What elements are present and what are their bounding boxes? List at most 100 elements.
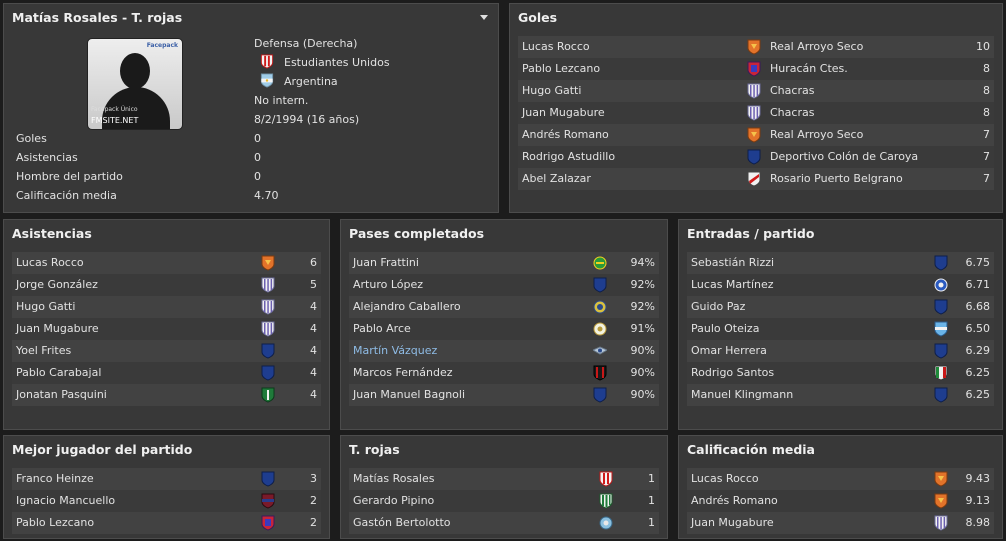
chevron-down-icon[interactable] <box>480 15 488 20</box>
player-name[interactable]: Yoel Frites <box>16 344 72 357</box>
list-item[interactable]: Andrés Romano 9.13 <box>687 490 994 512</box>
list-item[interactable]: Juan Mugabure 4 <box>12 318 321 340</box>
player-name[interactable]: Marcos Fernández <box>353 366 453 379</box>
player-photo: Facepack Facepack Único FMSITE.NET <box>87 38 183 130</box>
list-item[interactable]: Omar Herrera 6.29 <box>687 340 994 362</box>
list-item[interactable]: Martín Vázquez 90% <box>349 340 659 362</box>
player-name[interactable]: Lucas Martínez <box>691 278 774 291</box>
player-name[interactable]: Abel Zalazar <box>522 172 591 185</box>
list-item[interactable]: Rodrigo Santos 6.25 <box>687 362 994 384</box>
team-name[interactable]: Deportivo Colón de Caroya <box>770 150 919 163</box>
team-name[interactable]: Chacras <box>770 106 815 119</box>
player-name[interactable]: Lucas Rocco <box>691 472 759 485</box>
player-name[interactable]: Pablo Lezcano <box>16 516 95 529</box>
player-name[interactable]: Gastón Bertolotto <box>353 516 451 529</box>
player-name[interactable]: Lucas Rocco <box>16 256 84 269</box>
player-name[interactable]: Gerardo Pipino <box>353 494 435 507</box>
player-name[interactable]: Juan Frattini <box>353 256 419 269</box>
team-name[interactable]: Chacras <box>770 84 815 97</box>
list-item[interactable]: Pablo Arce 91% <box>349 318 659 340</box>
player-name[interactable]: Hugo Gatti <box>16 300 76 313</box>
list-item[interactable]: Rodrigo Astudillo Deportivo Colón de Caro… <box>518 146 994 168</box>
list-item[interactable]: Pablo Lezcano 2 <box>12 512 321 534</box>
player-name[interactable]: Pablo Arce <box>353 322 411 335</box>
red-cards-list: Matías Rosales 1 Gerardo Pipino 1 Gastón Ber… <box>349 468 659 534</box>
player-name[interactable]: Andrés Romano <box>691 494 778 507</box>
list-item[interactable]: Alejandro Caballero 92% <box>349 296 659 318</box>
stat-value: 92% <box>630 278 655 291</box>
player-name[interactable]: Juan Mugabure <box>16 322 99 335</box>
list-item[interactable]: Paulo Oteiza 6.50 <box>687 318 994 340</box>
player-name[interactable]: Omar Herrera <box>691 344 767 357</box>
player-name[interactable]: Hugo Gatti <box>522 84 582 97</box>
shield-sky-icon <box>934 321 948 337</box>
list-item[interactable]: Lucas Martínez 6.71 <box>687 274 994 296</box>
list-item[interactable]: Arturo López 92% <box>349 274 659 296</box>
player-name[interactable]: Matías Rosales <box>353 472 435 485</box>
list-item[interactable]: Jonatan Pasquini 4 <box>12 384 321 406</box>
player-name[interactable]: Lucas Rocco <box>522 40 590 53</box>
player-name[interactable]: Juan Mugabure <box>522 106 605 119</box>
player-profile-panel: Matías Rosales - T. rojas Facepack Facep… <box>3 3 499 213</box>
list-item[interactable]: Juan Frattini 94% <box>349 252 659 274</box>
player-nation[interactable]: Argentina <box>284 75 338 88</box>
player-name[interactable]: Rodrigo Astudillo <box>522 150 616 163</box>
list-item[interactable]: Manuel Klingmann 6.25 <box>687 384 994 406</box>
list-item[interactable]: Matías Rosales 1 <box>349 468 659 490</box>
list-item[interactable]: Pablo Lezcano Huracán Ctes. 8 <box>518 58 994 80</box>
list-item[interactable]: Pablo Carabajal 4 <box>12 362 321 384</box>
player-name[interactable]: Juan Manuel Bagnoli <box>353 388 466 401</box>
stat-value: 6.29 <box>965 344 991 357</box>
list-item[interactable]: Hugo Gatti 4 <box>12 296 321 318</box>
stat-label-assists: Asistencias <box>16 151 78 164</box>
player-name[interactable]: Arturo López <box>353 278 424 291</box>
player-name[interactable]: Pablo Lezcano <box>522 62 601 75</box>
list-item[interactable]: Lucas Rocco Real Arroyo Seco 10 <box>518 36 994 58</box>
list-item[interactable]: Gastón Bertolotto 1 <box>349 512 659 534</box>
team-name[interactable]: Real Arroyo Seco <box>770 40 864 53</box>
player-name[interactable]: Pablo Carabajal <box>16 366 102 379</box>
list-item[interactable]: Marcos Fernández 90% <box>349 362 659 384</box>
list-item[interactable]: Jorge González 5 <box>12 274 321 296</box>
list-item[interactable]: Hugo Gatti Chacras 8 <box>518 80 994 102</box>
player-name[interactable]: Franco Heinze <box>16 472 94 485</box>
list-item[interactable]: Juan Mugabure 8.98 <box>687 512 994 534</box>
assists-panel: Asistencias Lucas Rocco 6 Jorge González 5 H… <box>3 219 330 430</box>
player-name[interactable]: Manuel Klingmann <box>691 388 794 401</box>
shield-blue-icon <box>934 387 948 403</box>
player-name[interactable]: Juan Mugabure <box>691 516 774 529</box>
list-item[interactable]: Yoel Frites 4 <box>12 340 321 362</box>
list-item[interactable]: Sebastián Rizzi 6.75 <box>687 252 994 274</box>
player-name[interactable]: Martín Vázquez <box>353 344 438 357</box>
list-item[interactable]: Lucas Rocco 9.43 <box>687 468 994 490</box>
list-item[interactable]: Juan Manuel Bagnoli 90% <box>349 384 659 406</box>
shield-blue-icon <box>593 387 607 403</box>
shield-estudiantes-icon <box>599 471 613 487</box>
list-item[interactable]: Abel Zalazar Rosario Puerto Belgrano 7 <box>518 168 994 190</box>
stat-label-goals: Goles <box>16 132 47 145</box>
team-name[interactable]: Huracán Ctes. <box>770 62 848 75</box>
list-item[interactable]: Gerardo Pipino 1 <box>349 490 659 512</box>
team-name[interactable]: Rosario Puerto Belgrano <box>770 172 903 185</box>
team-name[interactable]: Real Arroyo Seco <box>770 128 864 141</box>
player-name[interactable]: Andrés Romano <box>522 128 609 141</box>
stat-value: 1 <box>648 494 655 507</box>
stat-value-assists: 0 <box>254 151 261 164</box>
list-item[interactable]: Guido Paz 6.68 <box>687 296 994 318</box>
player-name[interactable]: Ignacio Mancuello <box>16 494 116 507</box>
list-item[interactable]: Lucas Rocco 6 <box>12 252 321 274</box>
list-item[interactable]: Andrés Romano Real Arroyo Seco 7 <box>518 124 994 146</box>
list-item[interactable]: Ignacio Mancuello 2 <box>12 490 321 512</box>
player-name[interactable]: Jorge González <box>16 278 98 291</box>
player-name[interactable]: Guido Paz <box>691 300 746 313</box>
player-name[interactable]: Rodrigo Santos <box>691 366 775 379</box>
player-club[interactable]: Estudiantes Unidos <box>284 56 390 69</box>
player-name[interactable]: Paulo Oteiza <box>691 322 760 335</box>
tackles-list: Sebastián Rizzi 6.75 Lucas Martínez 6.71 Gui… <box>687 252 994 406</box>
player-name[interactable]: Alejandro Caballero <box>353 300 461 313</box>
motm-list: Franco Heinze 3 Ignacio Mancuello 2 Pablo Le… <box>12 468 321 534</box>
player-name[interactable]: Sebastián Rizzi <box>691 256 775 269</box>
player-name[interactable]: Jonatan Pasquini <box>16 388 107 401</box>
list-item[interactable]: Juan Mugabure Chacras 8 <box>518 102 994 124</box>
list-item[interactable]: Franco Heinze 3 <box>12 468 321 490</box>
